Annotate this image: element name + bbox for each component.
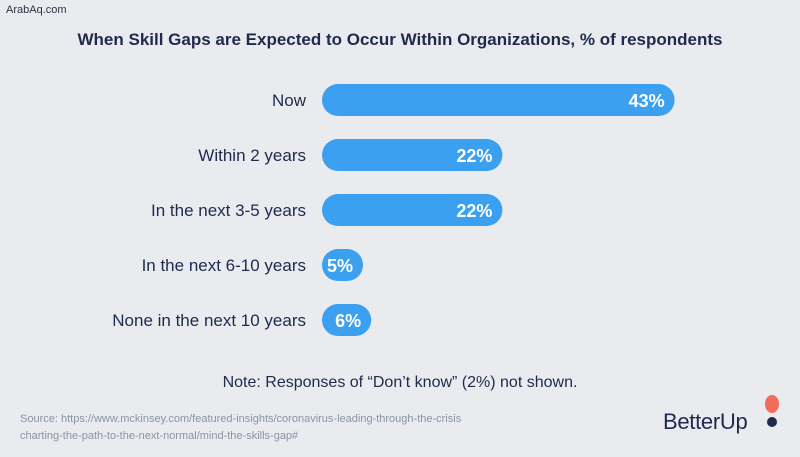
category-label: Within 2 years: [198, 146, 306, 165]
logo-mark-icon: [765, 395, 779, 427]
value-label: 43%: [629, 91, 665, 111]
value-label: 22%: [456, 146, 492, 166]
value-label: 5%: [327, 256, 353, 276]
source-line-1: Source: https://www.mckinsey.com/feature…: [20, 413, 462, 425]
category-label: None in the next 10 years: [112, 311, 306, 330]
category-label: Now: [272, 91, 307, 110]
logo-text: BetterUp: [663, 409, 748, 434]
betterup-logo: BetterUp: [663, 395, 783, 445]
chart-title: When Skill Gaps are Expected to Occur Wi…: [77, 30, 723, 49]
category-label: In the next 3-5 years: [151, 201, 306, 220]
category-label: In the next 6-10 years: [142, 256, 306, 275]
source-line-2: charting-the-path-to-the-next-normal/min…: [20, 430, 299, 442]
bar: [322, 139, 503, 171]
bar: [322, 194, 503, 226]
value-label: 22%: [456, 201, 492, 221]
bar: [322, 304, 372, 336]
bar: [322, 84, 675, 116]
bar: [322, 249, 363, 281]
value-label: 6%: [335, 311, 361, 331]
chart-note: Note: Responses of “Don’t know” (2%) not…: [222, 374, 578, 391]
source-citation: Source: https://www.mckinsey.com/feature…: [20, 411, 461, 445]
bar-chart: Now 43% Within 2 years 22% In the next 3-5 y…: [112, 84, 675, 336]
watermark: ArabAq.com: [6, 4, 67, 16]
